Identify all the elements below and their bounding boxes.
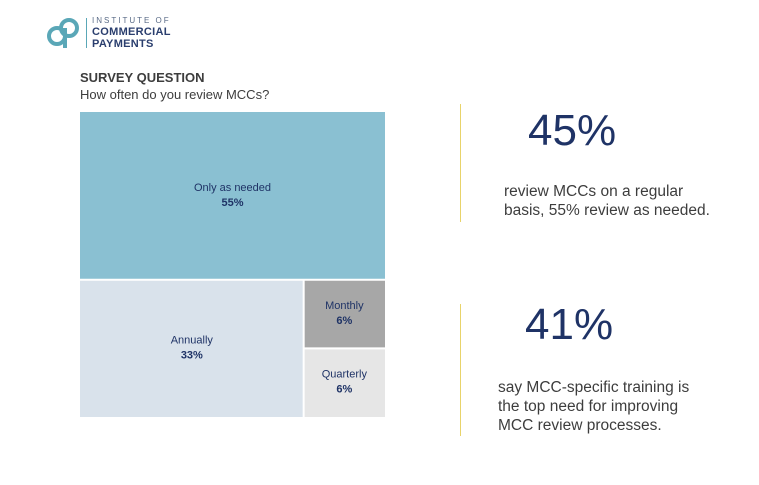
survey-question-text: How often do you review MCCs? — [80, 87, 270, 102]
treemap-cell-monthly — [304, 280, 385, 348]
treemap-label-annually: Annually — [171, 334, 214, 346]
stat-2-line-2: the top need for improving — [498, 398, 679, 415]
treemap-cell-quarterly — [304, 349, 385, 417]
treemap-label-quarterly: Quarterly — [322, 369, 368, 381]
treemap-value-annually: 33% — [181, 349, 203, 361]
logo-line-3: PAYMENTS — [92, 38, 154, 50]
treemap-value-monthly: 6% — [336, 315, 352, 327]
stat-description-2: say MCC-specific training is the top nee… — [498, 378, 689, 435]
stat-description-1: review MCCs on a regular basis, 55% revi… — [504, 182, 710, 220]
logo-line-1: INSTITUTE OF — [92, 16, 171, 25]
logo: INSTITUTE OF COMMERCIAL PAYMENTS — [46, 16, 186, 52]
logo-mark-icon — [47, 18, 79, 48]
treemap-chart: Only as needed 55% Annually 33% Monthly 6% Qua… — [80, 112, 385, 417]
treemap-value-quarterly: 6% — [336, 384, 352, 396]
stat-2-line-1: say MCC-specific training is — [498, 379, 690, 396]
stat-value-1: 45% — [528, 106, 617, 155]
treemap-label-monthly: Monthly — [325, 300, 364, 312]
stat-divider-1 — [460, 104, 461, 222]
stat-1-line-1: review MCCs on a regular — [504, 183, 684, 200]
logo-line-2: COMMERCIAL — [92, 26, 171, 38]
treemap-value-only-as-needed: 55% — [221, 197, 243, 209]
treemap-cell-annually — [80, 280, 303, 417]
stat-divider-2 — [460, 304, 461, 436]
logo-divider — [86, 18, 87, 48]
stat-value-2: 41% — [525, 300, 614, 349]
treemap-cell-only-as-needed — [80, 112, 385, 279]
logo-text: INSTITUTE OF COMMERCIAL PAYMENTS — [92, 16, 171, 50]
stat-2-line-3: MCC review processes. — [498, 417, 662, 434]
treemap-label-only-as-needed: Only as needed — [194, 182, 271, 194]
stat-1-line-2: basis, 55% review as needed. — [504, 202, 710, 219]
survey-question-label: SURVEY QUESTION — [80, 70, 205, 85]
